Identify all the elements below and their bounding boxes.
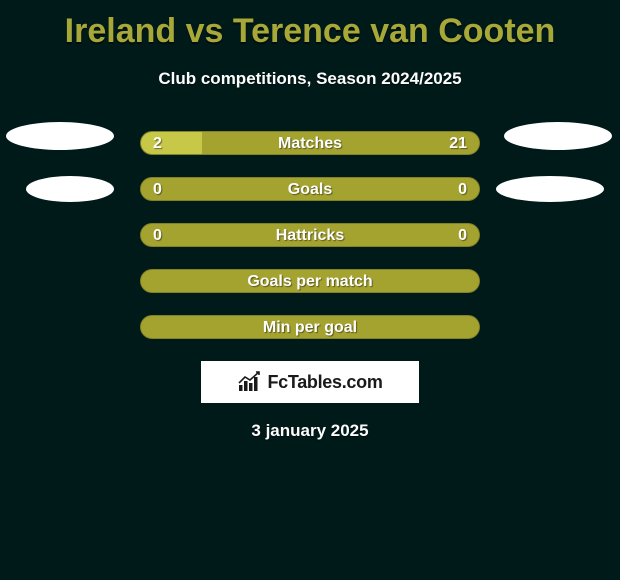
stat-row: Goals per match <box>140 269 480 293</box>
chart-icon <box>237 371 263 393</box>
stat-value-right: 0 <box>458 178 467 201</box>
stat-row: 0Goals0 <box>140 177 480 201</box>
date-text: 3 january 2025 <box>0 421 620 441</box>
stats-container: 2Matches210Goals00Hattricks0Goals per ma… <box>0 131 620 339</box>
stat-label: Hattricks <box>141 224 479 247</box>
decorative-oval <box>26 176 114 202</box>
logo-text: FcTables.com <box>267 372 382 393</box>
subtitle: Club competitions, Season 2024/2025 <box>0 69 620 89</box>
decorative-oval <box>504 122 612 150</box>
page-title: Ireland vs Terence van Cooten <box>0 0 620 51</box>
stat-row: 2Matches21 <box>140 131 480 155</box>
stat-label: Goals per match <box>141 270 479 293</box>
decorative-oval <box>6 122 114 150</box>
stat-row: 0Hattricks0 <box>140 223 480 247</box>
stat-label: Min per goal <box>141 316 479 339</box>
stat-label: Matches <box>141 132 479 155</box>
footer-logo: FcTables.com <box>201 361 419 403</box>
decorative-oval <box>496 176 604 202</box>
stat-value-right: 0 <box>458 224 467 247</box>
stat-value-right: 21 <box>449 132 467 155</box>
stat-row: Min per goal <box>140 315 480 339</box>
stat-label: Goals <box>141 178 479 201</box>
